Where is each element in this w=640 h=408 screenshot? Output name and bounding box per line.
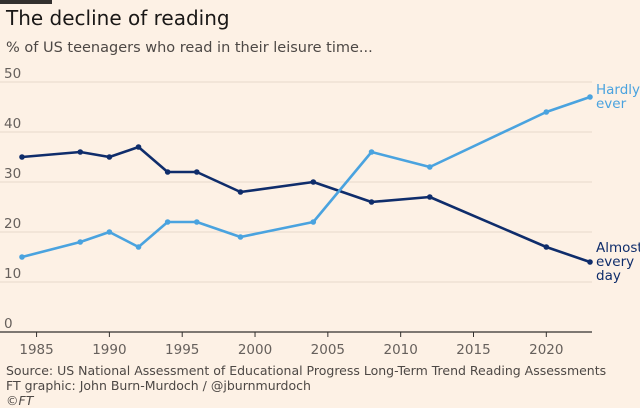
series-label: ever	[596, 96, 627, 112]
data-point	[587, 94, 593, 100]
y-tick-label: 30	[4, 166, 21, 182]
data-point	[426, 164, 433, 170]
credit-line: FT graphic: John Burn-Murdoch / @jburnmu…	[6, 378, 311, 393]
x-tick-label: 1985	[19, 342, 53, 358]
x-tick-label: 2000	[238, 342, 272, 358]
data-point	[193, 169, 200, 175]
data-point	[106, 154, 113, 160]
data-point	[193, 219, 200, 225]
x-tick-label: 1990	[92, 342, 126, 358]
source-notes: Source: US National Assessment of Educat…	[6, 363, 606, 408]
data-point	[543, 109, 550, 115]
gridlines	[0, 81, 592, 333]
series-label: Hardly	[596, 82, 640, 98]
data-point	[135, 144, 142, 150]
series-label: every	[596, 254, 634, 270]
x-tick-label: 1995	[165, 342, 199, 358]
y-tick-label: 40	[4, 116, 21, 132]
data-point	[135, 244, 142, 250]
series-label: day	[596, 268, 621, 284]
x-tick-label: 2005	[311, 342, 345, 358]
y-tick-label: 0	[4, 316, 13, 332]
data-point	[587, 259, 593, 265]
series-label: Almost	[596, 240, 640, 256]
data-point	[368, 199, 375, 205]
data-point	[106, 229, 113, 235]
y-axis-ticks: 0 10 20 30 40 50	[4, 66, 21, 332]
data-point	[310, 219, 317, 225]
series-line-almost-every-day	[20, 145, 592, 264]
data-point	[310, 179, 317, 185]
x-tick-label: 2010	[383, 342, 417, 358]
data-point	[543, 244, 550, 250]
chart-title: The decline of reading	[6, 6, 230, 30]
chart-subtitle: % of US teenagers who read in their leis…	[6, 40, 373, 56]
y-tick-label: 20	[4, 216, 21, 232]
x-tick-label: 2015	[456, 342, 490, 358]
copyright-line: ©FT	[6, 393, 34, 408]
data-point	[164, 169, 171, 175]
data-point	[237, 189, 244, 195]
series-lines	[19, 94, 593, 265]
data-point	[19, 154, 25, 160]
series-line-hardly-ever	[20, 95, 592, 259]
y-tick-label: 50	[4, 66, 21, 82]
data-point	[237, 234, 244, 240]
source-line: Source: US National Assessment of Educat…	[6, 363, 607, 378]
data-point	[164, 219, 171, 225]
y-tick-label: 10	[4, 266, 21, 282]
x-tick-label: 2020	[529, 342, 563, 358]
data-point	[426, 194, 433, 200]
data-point	[77, 239, 84, 245]
x-axis-ticks: 1985 1990 1995 2000 2005 2010 2015 2020	[19, 332, 563, 358]
data-point	[19, 254, 25, 260]
ft-top-rule	[0, 0, 52, 4]
data-point	[368, 149, 375, 155]
data-point	[77, 149, 84, 155]
